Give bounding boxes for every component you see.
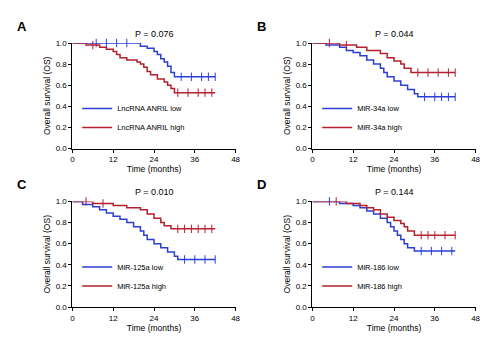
svg-text:A: A bbox=[17, 19, 27, 34]
svg-text:36: 36 bbox=[430, 155, 439, 164]
svg-text:12: 12 bbox=[349, 314, 358, 323]
svg-text:0.0: 0.0 bbox=[56, 144, 68, 153]
svg-text:MiR-125a high: MiR-125a high bbox=[117, 282, 166, 291]
svg-text:1.0: 1.0 bbox=[56, 39, 68, 48]
svg-text:MiR-125a low: MiR-125a low bbox=[117, 263, 163, 272]
svg-text:0.4: 0.4 bbox=[56, 102, 68, 111]
svg-text:0: 0 bbox=[310, 314, 315, 323]
svg-text:Overall survival (OS): Overall survival (OS) bbox=[42, 215, 52, 294]
svg-text:12: 12 bbox=[349, 155, 358, 164]
svg-text:0.2: 0.2 bbox=[56, 123, 68, 132]
svg-text:P = 0.044: P = 0.044 bbox=[375, 29, 414, 39]
svg-text:0: 0 bbox=[310, 155, 315, 164]
svg-text:Time (months): Time (months) bbox=[367, 323, 422, 333]
svg-text:0.6: 0.6 bbox=[296, 239, 308, 248]
svg-text:MiR-186 high: MiR-186 high bbox=[357, 282, 402, 291]
svg-text:48: 48 bbox=[471, 155, 480, 164]
svg-text:36: 36 bbox=[430, 314, 439, 323]
svg-text:24: 24 bbox=[150, 155, 159, 164]
svg-text:0.0: 0.0 bbox=[296, 303, 308, 312]
svg-text:MiR-186 low: MiR-186 low bbox=[357, 263, 399, 272]
svg-text:0.6: 0.6 bbox=[56, 81, 68, 90]
svg-text:LncRNA ANRIL low: LncRNA ANRIL low bbox=[117, 104, 182, 113]
svg-text:Time (months): Time (months) bbox=[127, 323, 182, 333]
svg-text:P = 0.010: P = 0.010 bbox=[135, 187, 174, 197]
svg-text:MiR-34a high: MiR-34a high bbox=[357, 123, 402, 132]
svg-text:Time (months): Time (months) bbox=[127, 164, 182, 174]
svg-text:12: 12 bbox=[109, 314, 118, 323]
svg-text:48: 48 bbox=[231, 314, 240, 323]
svg-text:12: 12 bbox=[109, 155, 118, 164]
svg-text:C: C bbox=[17, 177, 27, 192]
svg-text:Time (months): Time (months) bbox=[367, 164, 422, 174]
svg-text:D: D bbox=[257, 177, 266, 192]
svg-text:0: 0 bbox=[70, 314, 75, 323]
svg-text:0.0: 0.0 bbox=[56, 303, 68, 312]
svg-text:0.6: 0.6 bbox=[56, 239, 68, 248]
svg-text:Overall survival (OS): Overall survival (OS) bbox=[42, 56, 52, 135]
svg-text:24: 24 bbox=[390, 155, 399, 164]
svg-text:0.4: 0.4 bbox=[296, 102, 308, 111]
svg-text:P = 0.144: P = 0.144 bbox=[375, 187, 414, 197]
svg-text:0.0: 0.0 bbox=[296, 144, 308, 153]
svg-text:24: 24 bbox=[150, 314, 159, 323]
svg-text:0.6: 0.6 bbox=[296, 81, 308, 90]
svg-text:36: 36 bbox=[190, 314, 199, 323]
svg-text:0.2: 0.2 bbox=[296, 123, 308, 132]
svg-text:Overall survival (OS): Overall survival (OS) bbox=[282, 56, 292, 135]
svg-text:36: 36 bbox=[190, 155, 199, 164]
svg-text:24: 24 bbox=[390, 314, 399, 323]
svg-text:48: 48 bbox=[471, 314, 480, 323]
svg-text:Overall survival (OS): Overall survival (OS) bbox=[282, 215, 292, 294]
svg-text:P = 0.076: P = 0.076 bbox=[135, 29, 174, 39]
svg-text:0.8: 0.8 bbox=[56, 60, 68, 69]
svg-text:0.8: 0.8 bbox=[296, 218, 308, 227]
svg-text:0.8: 0.8 bbox=[56, 218, 68, 227]
svg-text:0.2: 0.2 bbox=[56, 282, 68, 291]
svg-text:LncRNA ANRIL high: LncRNA ANRIL high bbox=[117, 123, 184, 132]
svg-text:1.0: 1.0 bbox=[56, 197, 68, 206]
svg-text:MiR-34a low: MiR-34a low bbox=[357, 104, 399, 113]
svg-text:0.4: 0.4 bbox=[56, 261, 68, 270]
svg-text:48: 48 bbox=[231, 155, 240, 164]
svg-text:0.2: 0.2 bbox=[296, 282, 308, 291]
svg-text:1.0: 1.0 bbox=[296, 197, 308, 206]
svg-text:1.0: 1.0 bbox=[296, 39, 308, 48]
svg-text:0.4: 0.4 bbox=[296, 261, 308, 270]
svg-text:B: B bbox=[257, 19, 266, 34]
svg-text:0: 0 bbox=[70, 155, 75, 164]
svg-text:0.8: 0.8 bbox=[296, 60, 308, 69]
